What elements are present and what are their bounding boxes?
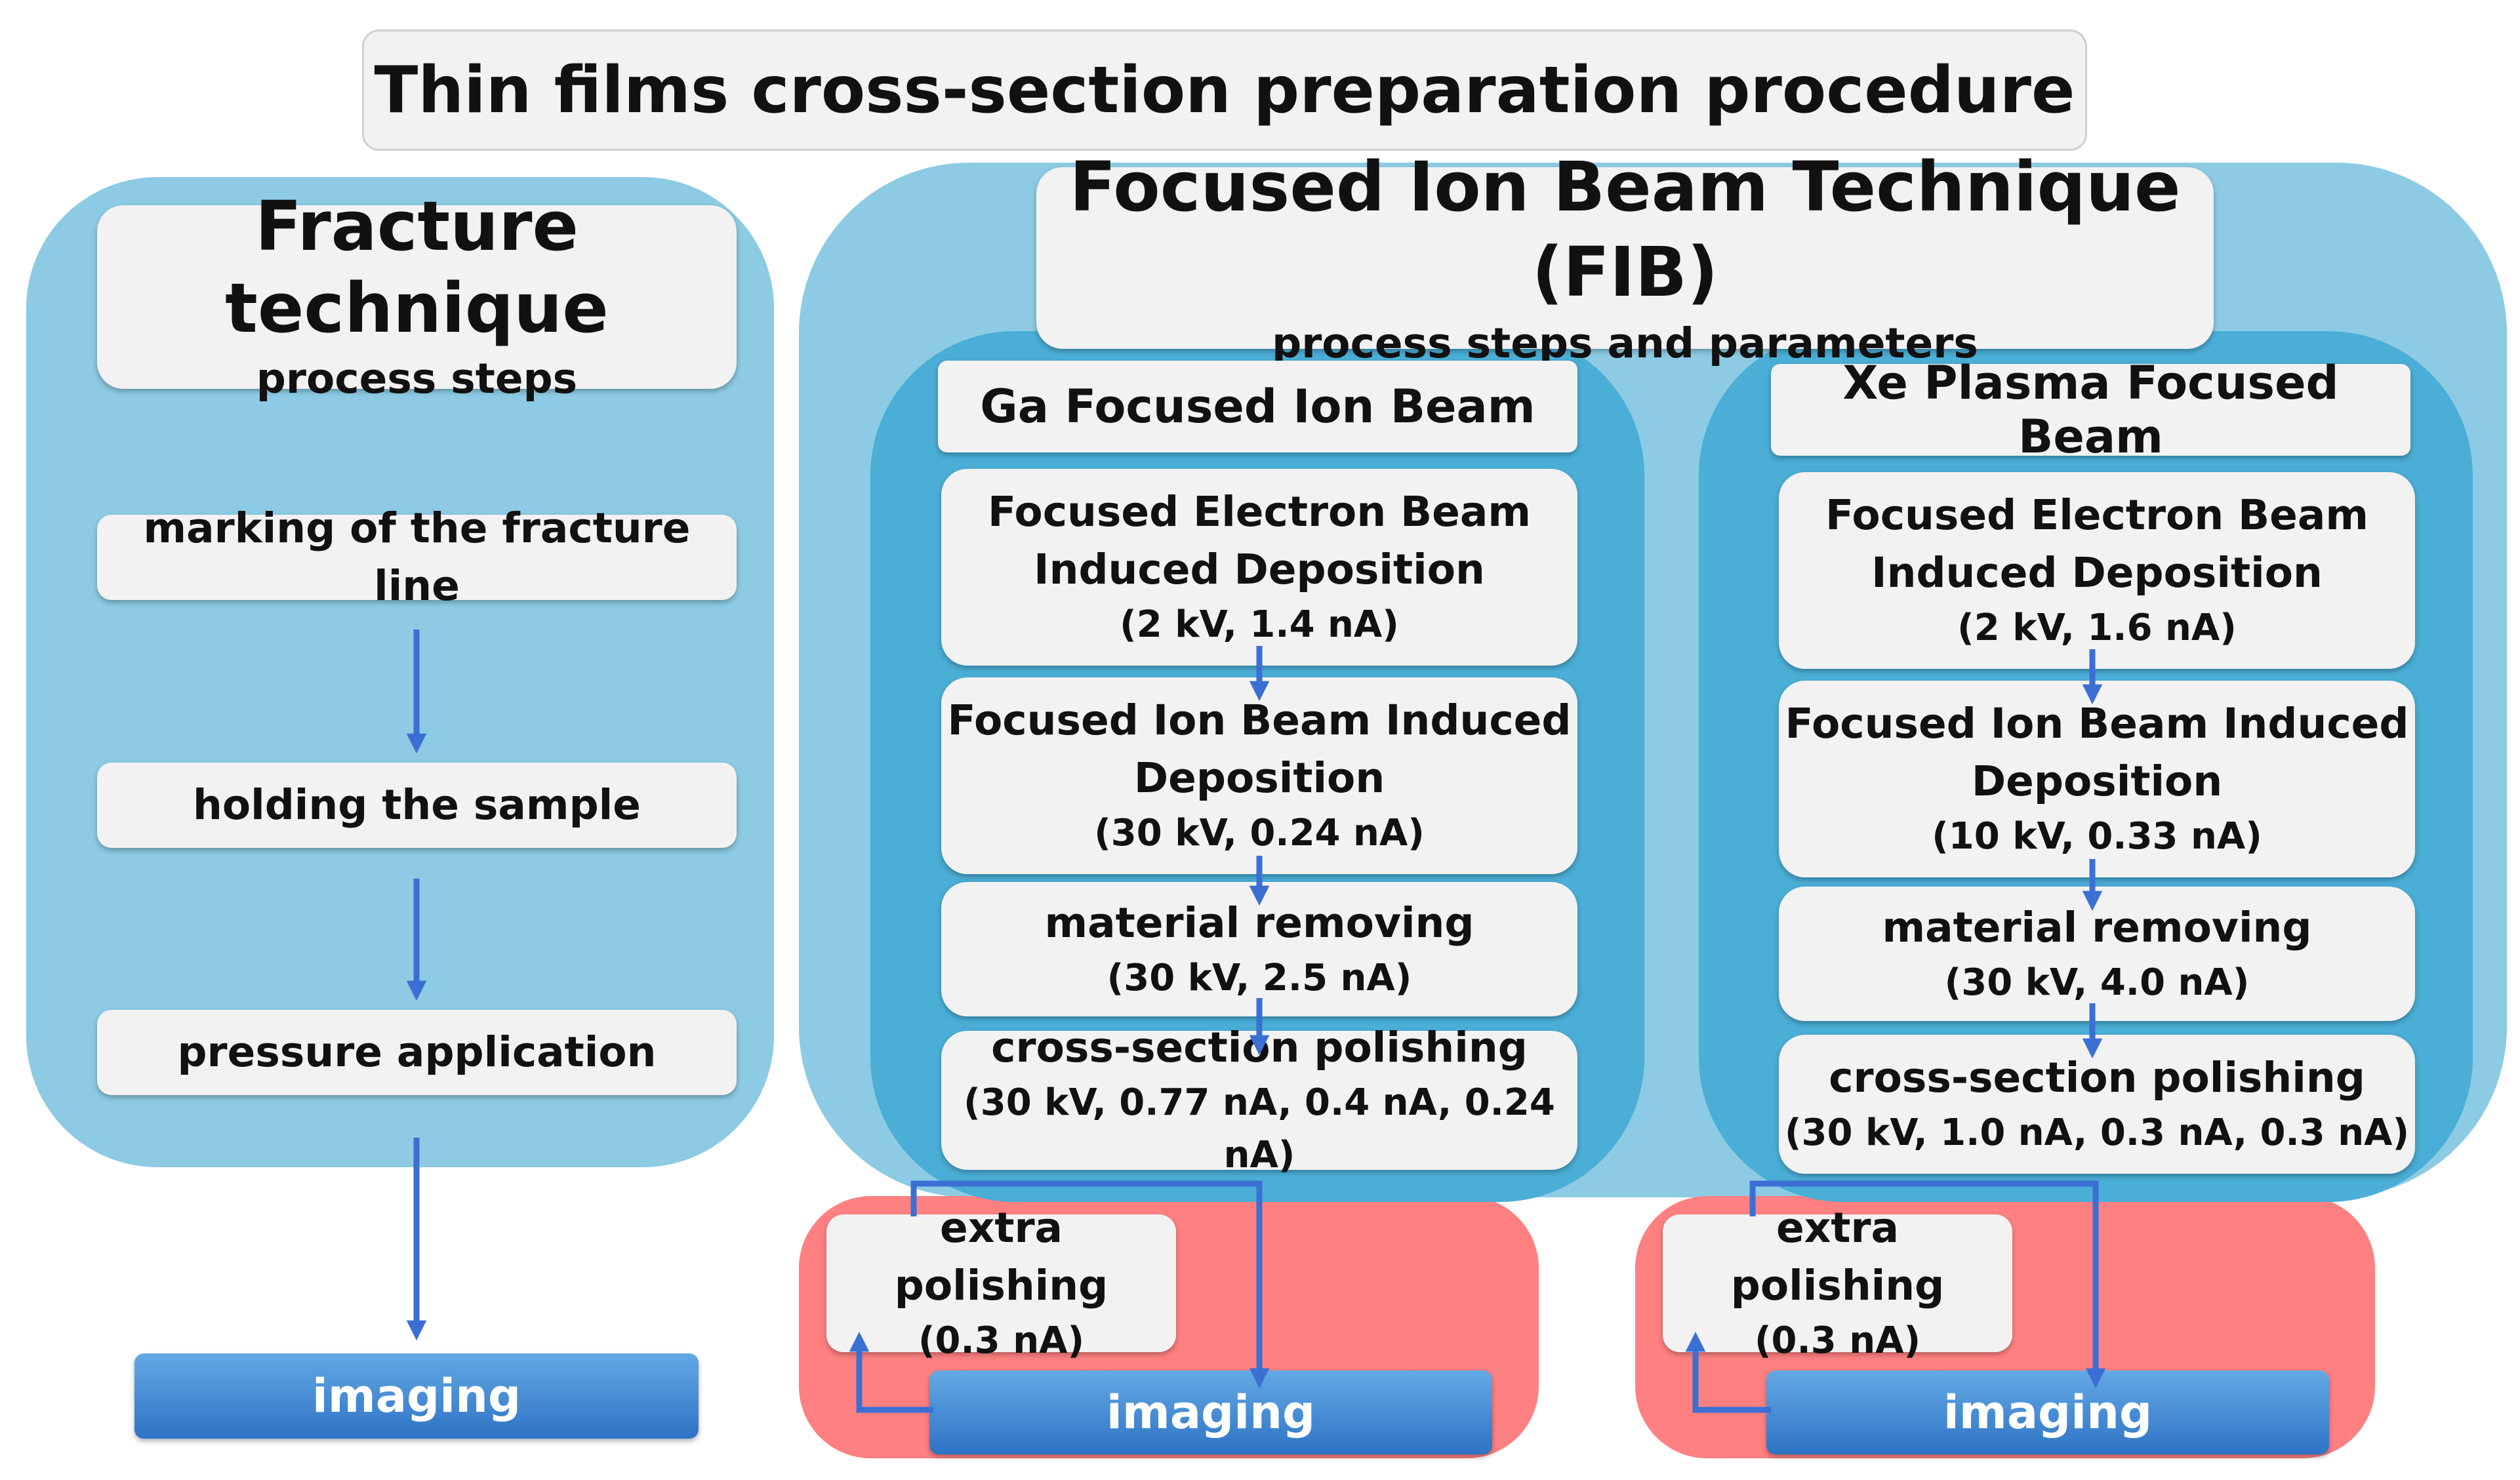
step-line: Deposition <box>1133 754 1385 802</box>
step-param: (10 kV, 0.33 nA) <box>1932 815 2262 858</box>
step-param: (2 kV, 1.6 nA) <box>1957 607 2237 649</box>
fracture-step-marking: marking of the fracture line <box>97 504 737 610</box>
fracture-step-label: pressure application <box>177 1028 657 1076</box>
step-line: Induced Deposition <box>1871 549 2323 597</box>
xe-imaging-box: imaging <box>1766 1370 2329 1454</box>
step-param: (30 kV, 0.77 nA, 0.4 nA, 0.24 nA) <box>964 1081 1555 1176</box>
fracture-imaging-box: imaging <box>134 1353 699 1439</box>
imaging-label: imaging <box>1943 1386 2153 1439</box>
step-line: Focused Electron Beam <box>1825 491 2369 539</box>
xe-step-polishing: cross-section polishing (30 kV, 1.0 nA, … <box>1779 1035 2415 1174</box>
xe-step-febid: Focused Electron Beam Induced Deposition… <box>1779 472 2415 669</box>
diagram-title: Thin films cross-section preparation pro… <box>374 52 2075 128</box>
step-line: material removing <box>1044 898 1474 947</box>
imaging-label: imaging <box>312 1369 521 1423</box>
column-title-label: Xe Plasma Focused Beam <box>1842 356 2339 464</box>
step-param: (2 kV, 1.4 nA) <box>1120 603 1399 646</box>
fracture-step-holding: holding the sample <box>97 763 737 848</box>
xe-return-arrow <box>1685 1331 1771 1413</box>
ga-step-fibid: Focused Ion Beam Induced Deposition (30 … <box>941 677 1577 874</box>
fracture-subtitle: process steps <box>256 355 578 403</box>
fracture-header: Fracture technique process steps <box>97 186 737 403</box>
fib-subtitle: process steps and parameters <box>1272 319 1978 367</box>
extra-polishing-label: extra polishing <box>1730 1204 1945 1310</box>
step-line: Focused Ion Beam Induced <box>947 696 1572 744</box>
ga-step-febid: Focused Electron Beam Induced Deposition… <box>941 469 1577 666</box>
diagram-title-box: Thin films cross-section preparation pro… <box>362 30 2087 151</box>
column-title-label: Ga Focused Ion Beam <box>980 380 1535 433</box>
ga-imaging-box: imaging <box>929 1370 1492 1454</box>
xe-step-removing: material removing (30 kV, 4.0 nA) <box>1779 887 2415 1021</box>
step-line: Deposition <box>1971 757 2223 805</box>
ga-extra-loop <box>910 1180 1270 1389</box>
step-line: Induced Deposition <box>1034 546 1485 593</box>
xe-extra-polishing: extra polishing (0.3 nA) <box>1663 1204 2012 1362</box>
fib-header: Focused Ion Beam Technique (FIB) process… <box>1036 147 2214 367</box>
step-line: Focused Ion Beam Induced <box>1785 700 2409 748</box>
xe-step-fibid: Focused Ion Beam Induced Deposition (10 … <box>1779 681 2415 877</box>
xe-extra-loop <box>1749 1180 2106 1389</box>
extra-polishing-label: extra polishing <box>894 1204 1108 1310</box>
fracture-step-label: holding the sample <box>192 781 641 829</box>
extra-polishing-param: (0.3 nA) <box>918 1319 1085 1362</box>
step-param: (30 kV, 1.0 nA, 0.3 nA, 0.3 nA) <box>1784 1111 2410 1154</box>
imaging-label: imaging <box>1106 1386 1316 1439</box>
step-param: (30 kV, 4.0 nA) <box>1944 961 2250 1004</box>
step-line: Focused Electron Beam <box>987 488 1532 536</box>
ga-column-title: Ga Focused Ion Beam <box>938 361 1577 452</box>
ga-return-arrow <box>849 1331 933 1413</box>
step-param: (30 kV, 0.24 nA) <box>1094 812 1425 854</box>
ga-extra-polishing: extra polishing (0.3 nA) <box>826 1204 1176 1362</box>
fib-title: Focused Ion Beam Technique (FIB) <box>1069 146 2181 312</box>
fracture-step-label: marking of the fracture line <box>143 504 691 610</box>
fracture-step-pressure: pressure application <box>97 1010 737 1095</box>
step-param: (30 kV, 2.5 nA) <box>1107 956 1412 999</box>
xe-column-title: Xe Plasma Focused Beam <box>1771 356 2410 464</box>
step-line: material removing <box>1882 903 2312 951</box>
extra-polishing-param: (0.3 nA) <box>1754 1319 1921 1362</box>
step-line: cross-section polishing <box>1829 1054 2365 1102</box>
fracture-title: Fracture technique <box>225 186 609 348</box>
